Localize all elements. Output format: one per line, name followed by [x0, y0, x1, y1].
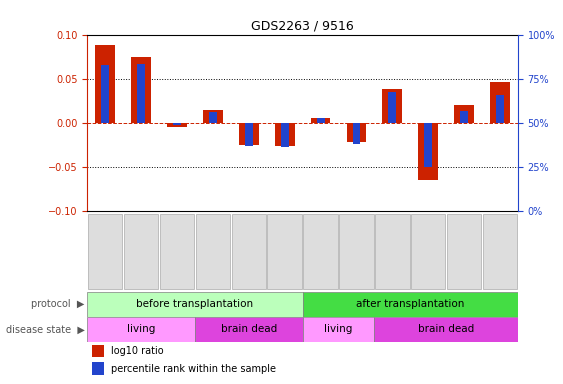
- Bar: [303, 214, 338, 290]
- Text: brain dead: brain dead: [418, 324, 474, 334]
- Bar: [167, 123, 187, 127]
- Bar: [411, 214, 445, 290]
- Bar: [239, 123, 258, 145]
- Text: living: living: [127, 324, 155, 334]
- Text: living: living: [324, 324, 352, 334]
- Bar: [196, 214, 230, 290]
- Title: GDS2263 / 9516: GDS2263 / 9516: [251, 19, 354, 32]
- Text: log10 ratio: log10 ratio: [111, 346, 164, 356]
- Bar: [88, 214, 122, 290]
- Bar: [131, 57, 151, 123]
- Bar: [311, 119, 330, 123]
- Bar: [95, 45, 115, 123]
- Bar: [195, 317, 303, 342]
- Bar: [137, 64, 145, 123]
- Bar: [245, 123, 253, 146]
- Bar: [496, 94, 504, 123]
- Bar: [303, 317, 374, 342]
- Bar: [231, 214, 266, 290]
- Bar: [375, 214, 409, 290]
- Text: before transplantation: before transplantation: [136, 299, 253, 310]
- Bar: [382, 89, 402, 123]
- Bar: [418, 123, 438, 180]
- Bar: [339, 214, 374, 290]
- Bar: [352, 123, 360, 144]
- Bar: [347, 123, 367, 142]
- Bar: [203, 110, 223, 123]
- Bar: [87, 292, 303, 317]
- Bar: [460, 111, 468, 123]
- Bar: [275, 123, 294, 146]
- Text: disease state  ▶: disease state ▶: [6, 324, 84, 334]
- Bar: [388, 92, 396, 123]
- Bar: [447, 214, 481, 290]
- Bar: [281, 123, 289, 147]
- Text: protocol  ▶: protocol ▶: [31, 299, 84, 310]
- Bar: [374, 317, 518, 342]
- Bar: [490, 82, 510, 123]
- Bar: [267, 214, 302, 290]
- Text: percentile rank within the sample: percentile rank within the sample: [111, 364, 276, 374]
- Text: brain dead: brain dead: [221, 324, 277, 334]
- Bar: [160, 214, 194, 290]
- Bar: [425, 123, 432, 167]
- Bar: [87, 317, 195, 342]
- Bar: [173, 123, 181, 125]
- Text: after transplantation: after transplantation: [356, 299, 464, 310]
- Bar: [92, 345, 105, 357]
- Bar: [101, 66, 109, 123]
- Bar: [454, 105, 474, 123]
- Bar: [209, 112, 217, 123]
- Bar: [483, 214, 517, 290]
- Bar: [303, 292, 518, 317]
- Bar: [316, 119, 324, 123]
- Bar: [92, 362, 105, 375]
- Bar: [124, 214, 158, 290]
